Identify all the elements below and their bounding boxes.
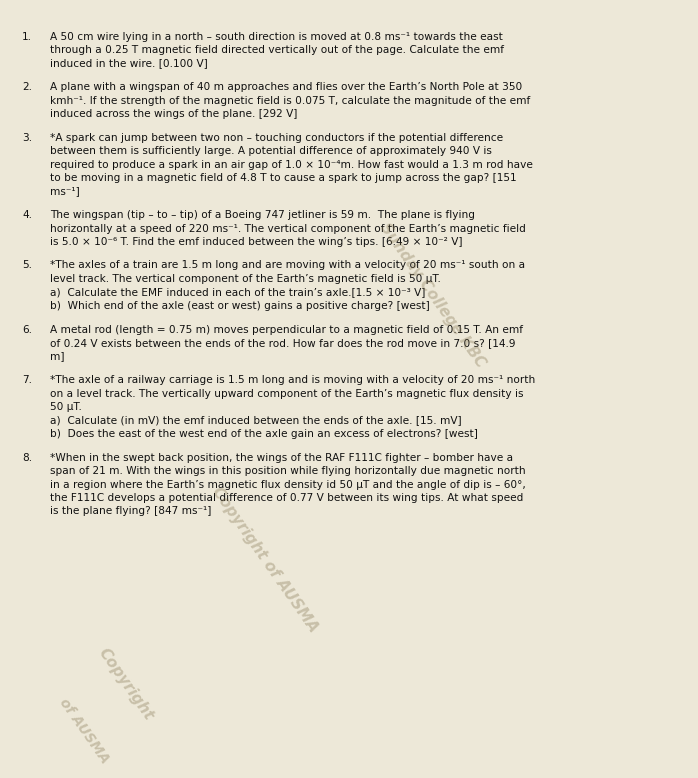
Text: the F111C develops a potential difference of 0.77 V between its wing tips. At wh: the F111C develops a potential differenc…	[50, 493, 524, 503]
Text: of 0.24 V exists between the ends of the rod. How far does the rod move in 7.0 s: of 0.24 V exists between the ends of the…	[50, 338, 516, 348]
Text: on a level track. The vertically upward component of the Earth’s magnetic flux d: on a level track. The vertically upward …	[50, 388, 524, 398]
Text: kmh⁻¹. If the strength of the magnetic field is 0.075 T, calculate the magnitude: kmh⁻¹. If the strength of the magnetic f…	[50, 96, 530, 106]
Text: span of 21 m. With the wings in this position while flying horizontally due magn: span of 21 m. With the wings in this pos…	[50, 466, 526, 476]
Text: 5.: 5.	[22, 261, 32, 271]
Text: 6.: 6.	[22, 324, 32, 335]
Text: 7.: 7.	[22, 375, 32, 385]
Text: 50 μT.: 50 μT.	[50, 402, 82, 412]
Text: required to produce a spark in an air gap of 1.0 × 10⁻⁴m. How fast would a 1.3 m: required to produce a spark in an air ga…	[50, 159, 533, 170]
Text: 2.: 2.	[22, 82, 32, 92]
Text: Sunday College KBC: Sunday College KBC	[377, 221, 489, 370]
Text: in a region where the Earth’s magnetic flux density id 50 μT and the angle of di: in a region where the Earth’s magnetic f…	[50, 479, 526, 489]
Text: A plane with a wingspan of 40 m approaches and flies over the Earth’s North Pole: A plane with a wingspan of 40 m approach…	[50, 82, 522, 92]
Text: induced across the wings of the plane. [292 V]: induced across the wings of the plane. […	[50, 109, 297, 119]
Text: 3.: 3.	[22, 132, 32, 142]
Text: a)  Calculate (in mV) the emf induced between the ends of the axle. [15. mV]: a) Calculate (in mV) the emf induced bet…	[50, 415, 461, 426]
Text: is the plane flying? [847 ms⁻¹]: is the plane flying? [847 ms⁻¹]	[50, 506, 211, 517]
Text: *When in the swept back position, the wings of the RAF F111C fighter – bomber ha: *When in the swept back position, the wi…	[50, 453, 513, 462]
Text: through a 0.25 T magnetic field directed vertically out of the page. Calculate t: through a 0.25 T magnetic field directed…	[50, 45, 504, 55]
Text: horizontally at a speed of 220 ms⁻¹. The vertical component of the Earth’s magne: horizontally at a speed of 220 ms⁻¹. The…	[50, 223, 526, 233]
Text: A 50 cm wire lying in a north – south direction is moved at 0.8 ms⁻¹ towards the: A 50 cm wire lying in a north – south di…	[50, 31, 503, 41]
Text: between them is sufficiently large. A potential difference of approximately 940 : between them is sufficiently large. A po…	[50, 146, 492, 156]
Text: b)  Does the east of the west end of the axle gain an excess of electrons? [west: b) Does the east of the west end of the …	[50, 429, 478, 439]
Text: *A spark can jump between two non – touching conductors if the potential differe: *A spark can jump between two non – touc…	[50, 132, 503, 142]
Text: b)  Which end of the axle (east or west) gains a positive charge? [west]: b) Which end of the axle (east or west) …	[50, 301, 430, 311]
Text: is 5.0 × 10⁻⁶ T. Find the emf induced between the wing’s tips. [6.49 × 10⁻² V]: is 5.0 × 10⁻⁶ T. Find the emf induced be…	[50, 237, 463, 247]
Text: ms⁻¹]: ms⁻¹]	[50, 187, 80, 197]
Text: a)  Calculate the EMF induced in each of the train’s axle.[1.5 × 10⁻³ V]: a) Calculate the EMF induced in each of …	[50, 288, 425, 297]
Text: 8.: 8.	[22, 453, 32, 462]
Text: to be moving in a magnetic field of 4.8 T to cause a spark to jump across the ga: to be moving in a magnetic field of 4.8 …	[50, 173, 517, 183]
Text: *The axles of a train are 1.5 m long and are moving with a velocity of 20 ms⁻¹ s: *The axles of a train are 1.5 m long and…	[50, 261, 525, 271]
Text: *The axle of a railway carriage is 1.5 m long and is moving with a velocity of 2: *The axle of a railway carriage is 1.5 m…	[50, 375, 535, 385]
Text: of AUSMA: of AUSMA	[56, 696, 112, 766]
Text: Copyright: Copyright	[96, 646, 156, 724]
Text: A metal rod (length = 0.75 m) moves perpendicular to a magnetic field of 0.15 T.: A metal rod (length = 0.75 m) moves perp…	[50, 324, 523, 335]
Text: Copyright of AUSMA: Copyright of AUSMA	[209, 485, 321, 636]
Text: level track. The vertical component of the Earth’s magnetic field is 50 μT.: level track. The vertical component of t…	[50, 274, 441, 284]
Text: induced in the wire. [0.100 V]: induced in the wire. [0.100 V]	[50, 58, 208, 68]
Text: m]: m]	[50, 352, 64, 362]
Text: 1.: 1.	[22, 31, 32, 41]
Text: 4.: 4.	[22, 210, 32, 220]
Text: The wingspan (tip – to – tip) of a Boeing 747 jetliner is 59 m.  The plane is fl: The wingspan (tip – to – tip) of a Boein…	[50, 210, 475, 220]
